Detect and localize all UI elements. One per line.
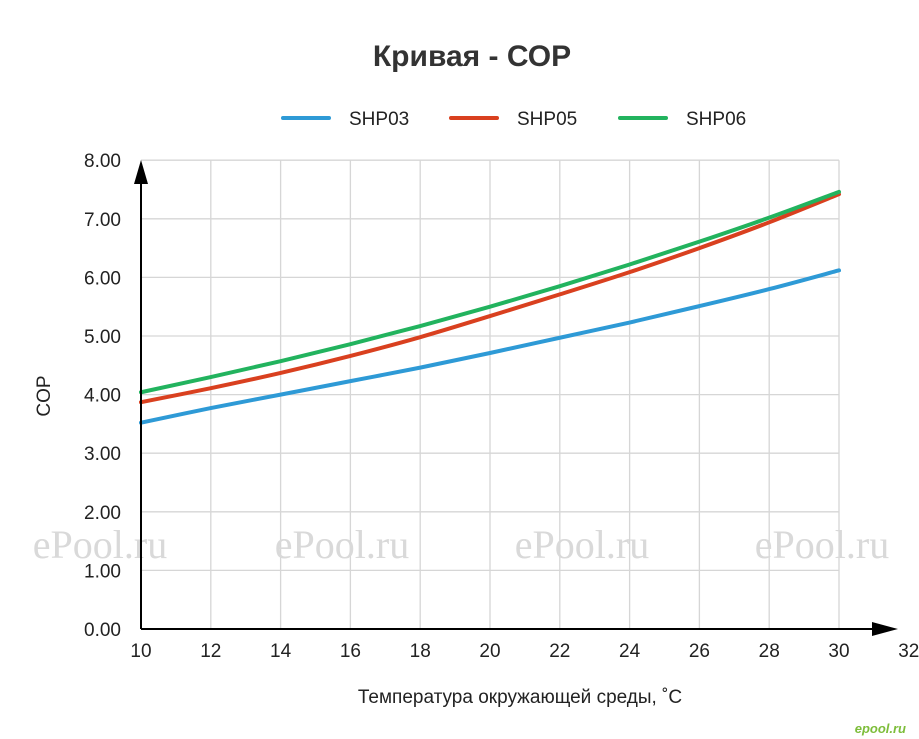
x-tick-label: 20: [479, 641, 500, 662]
y-axis-arrow: [134, 160, 148, 184]
y-axis-label: COP: [34, 375, 55, 416]
legend-label: SHP05: [517, 109, 577, 130]
x-tick-label: 12: [200, 641, 221, 662]
legend-item-shp06: SHP06: [618, 109, 746, 130]
watermark-text: ePool.ru: [515, 522, 649, 567]
series-line-shp03: [139, 268, 841, 425]
y-tick-label: 8.00: [84, 151, 121, 172]
x-tick-label: 24: [619, 641, 641, 662]
legend-item-shp05: SHP05: [449, 109, 577, 130]
watermark-text: ePool.ru: [33, 522, 167, 567]
x-tick-label: 32: [898, 641, 919, 662]
y-tick-label: 2.00: [84, 503, 121, 524]
y-tick-label: 7.00: [84, 210, 121, 231]
x-tick-label: 26: [689, 641, 710, 662]
chart-title: Кривая - СОР: [373, 40, 571, 73]
y-tick-label: 0.00: [84, 620, 121, 641]
legend-item-shp03: SHP03: [281, 109, 409, 130]
legend: SHP03 SHP05 SHP06: [281, 109, 746, 130]
y-tick-label: 1.00: [84, 561, 121, 582]
series-lines: [139, 189, 841, 425]
watermarks: ePool.ru ePool.ru ePool.ru ePool.ru: [33, 522, 889, 567]
x-tick-label: 16: [340, 641, 361, 662]
x-tick-label: 22: [549, 641, 570, 662]
legend-label: SHP06: [686, 109, 746, 130]
series-line-shp05: [139, 192, 841, 405]
y-tick-label: 3.00: [84, 444, 121, 465]
legend-label: SHP03: [349, 109, 409, 130]
watermark-text: ePool.ru: [755, 522, 889, 567]
x-tick-label: 18: [410, 641, 431, 662]
x-tick-label: 30: [828, 641, 849, 662]
y-tick-label: 6.00: [84, 268, 121, 289]
x-axis-label: Температура окружающей среды, ˚C: [358, 687, 682, 708]
x-tick-label: 14: [270, 641, 292, 662]
y-tick-label: 4.00: [84, 386, 121, 407]
corner-watermark: epool.ru: [855, 721, 906, 736]
watermark-text: ePool.ru: [275, 522, 409, 567]
grid: [141, 159, 840, 629]
y-tick-label: 5.00: [84, 327, 121, 348]
x-tick-label: 10: [130, 641, 151, 662]
x-axis-arrow: [872, 622, 898, 636]
axes: [134, 160, 898, 636]
tick-labels: 10 12 14 16 18 20 22 24 26 28 30 32 0.00 1.00 2.00 3.00…: [84, 151, 919, 662]
x-tick-label: 28: [759, 641, 780, 662]
series-line-shp06: [139, 189, 841, 395]
